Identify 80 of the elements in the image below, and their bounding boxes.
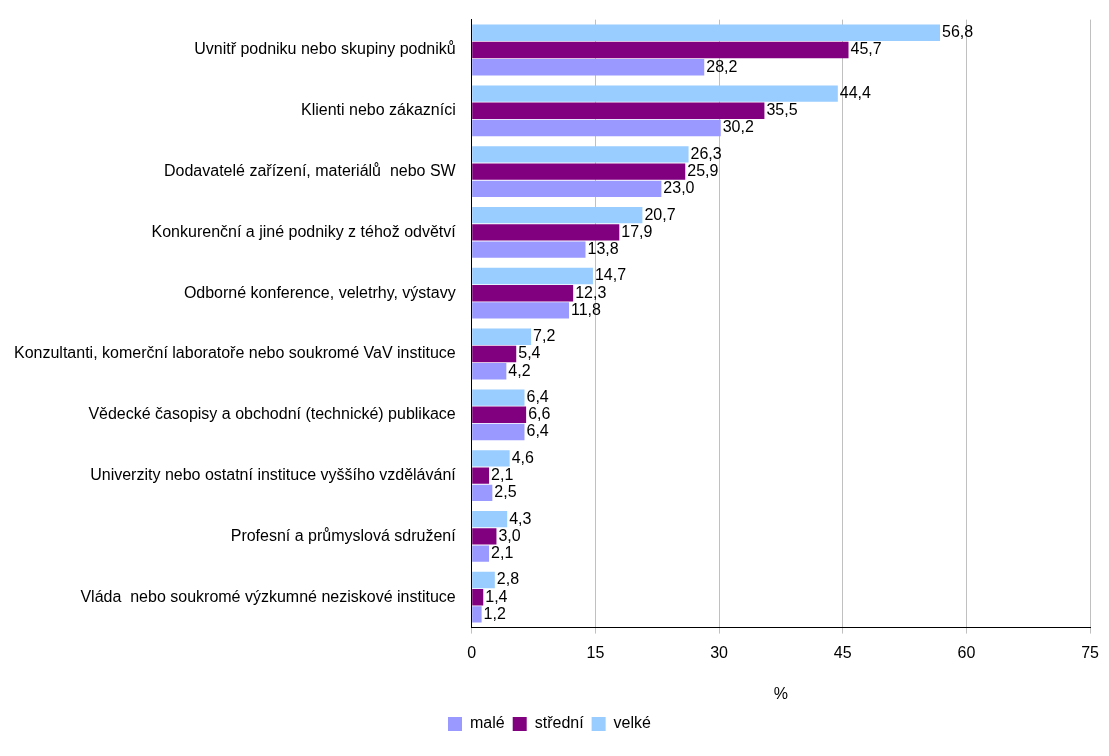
data-label: 14,7 [594, 266, 627, 284]
data-label: 6,4 [526, 422, 549, 440]
data-label: 20,7 [644, 205, 676, 223]
bar [472, 450, 510, 467]
data-label: 35,5 [766, 101, 798, 119]
bar [472, 59, 705, 76]
bar [472, 510, 508, 528]
bar [472, 224, 620, 241]
data-label: 5,4 [518, 344, 541, 362]
bar [472, 24, 941, 41]
bar [472, 345, 517, 363]
bar [472, 302, 570, 319]
bar [472, 571, 495, 589]
data-label: 56,8 [942, 23, 974, 41]
data-label: 4,6 [511, 448, 534, 466]
y-tick-label: Vědecké časopisy a obchodní (technické) publikace [88, 405, 456, 423]
bar [472, 528, 497, 545]
bar [472, 241, 586, 258]
y-tick-label: Uvnitř podniku nebo skupiny podniků [194, 40, 456, 58]
x-tick-label: 60 [957, 643, 976, 661]
data-label: 3,0 [498, 526, 521, 544]
data-label: 1,4 [485, 587, 508, 605]
bar [472, 85, 838, 102]
bar [472, 545, 490, 562]
bar [472, 589, 484, 606]
bar [472, 180, 662, 198]
x-tick-label: 0 [467, 643, 477, 661]
bar [472, 102, 765, 119]
x-tick-label: 45 [833, 643, 852, 661]
data-label: 4,3 [509, 509, 532, 527]
data-label: 4,2 [508, 361, 531, 379]
data-label: 25,9 [687, 162, 719, 180]
data-label: 28,2 [706, 57, 738, 75]
y-tick-label: Univerzity nebo ostatní instituce vyššího vzdělávání [90, 466, 457, 484]
data-label: 2,8 [496, 570, 520, 588]
bar [472, 423, 525, 441]
bar [472, 606, 482, 623]
x-tick-label: 15 [586, 643, 605, 661]
legend-label: velké [613, 714, 652, 732]
data-label: 12,3 [575, 283, 607, 301]
data-label: 26,3 [690, 144, 722, 162]
bar [472, 146, 689, 163]
x-tick-label: 75 [1081, 643, 1100, 661]
y-tick-label: Klienti nebo zákazníci [300, 101, 456, 119]
bar [472, 389, 525, 406]
data-label: 6,4 [526, 387, 549, 405]
legend-label: malé [470, 714, 505, 732]
y-tick-label: Vláda nebo soukromé výzkumné neziskové instituce [80, 587, 456, 605]
data-label: 1,2 [483, 604, 506, 622]
data-label: 13,8 [587, 240, 619, 258]
data-label: 7,2 [533, 327, 556, 345]
data-label: 2,1 [491, 466, 514, 484]
y-tick-label: Konzultanti, komerční laboratoře nebo soukromé VaV instituce [14, 344, 456, 362]
bar [472, 467, 490, 484]
bar [472, 267, 593, 285]
y-tick-label: Konkurenční a jiné podniky z téhož odvětví [151, 222, 457, 240]
data-label: 44,4 [839, 83, 872, 101]
data-label: 6,6 [528, 405, 551, 423]
y-tick-label: Profesní a průmyslová sdružení [230, 526, 457, 544]
bar [472, 484, 493, 502]
y-tick-label: Dodavatelé zařízení, materiálů nebo SW [164, 162, 457, 180]
bar [472, 328, 532, 345]
bar [472, 406, 527, 423]
bar [472, 363, 507, 380]
bar [472, 285, 574, 302]
y-tick-label: Odborné konference, veletrhy, výstavy [183, 283, 456, 301]
data-label: 45,7 [850, 40, 882, 58]
bar [472, 206, 643, 224]
legend-label: střední [534, 714, 585, 732]
bar [472, 41, 849, 59]
data-label: 23,0 [663, 179, 695, 197]
data-label: 17,9 [621, 222, 653, 240]
data-label: 30,2 [722, 118, 754, 136]
data-label: 2,1 [491, 544, 514, 562]
data-label: 2,5 [494, 483, 517, 501]
x-tick-label: 30 [710, 643, 729, 661]
bar [472, 163, 686, 180]
data-label: 11,8 [571, 300, 602, 318]
x-axis-title: % [773, 684, 789, 702]
bar [472, 119, 721, 137]
